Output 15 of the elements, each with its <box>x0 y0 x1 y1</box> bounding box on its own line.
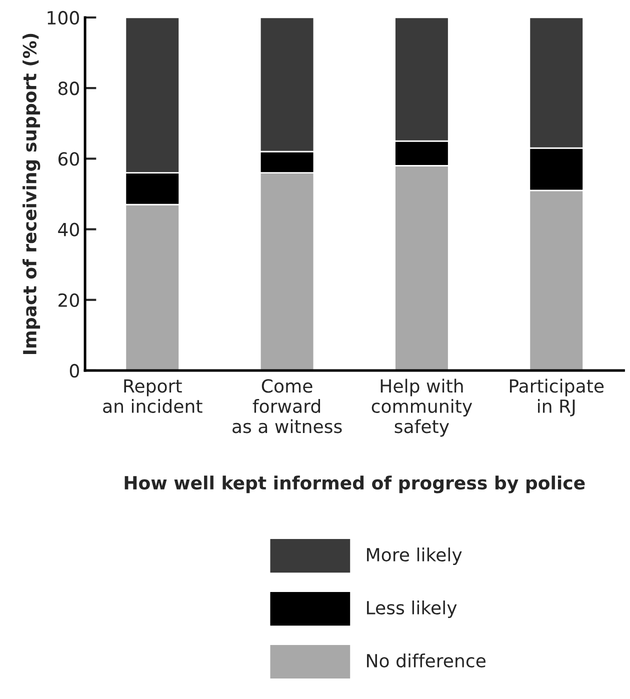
y-axis-title: Impact of receiving support (%) <box>22 34 40 354</box>
legend-label: Less likely <box>367 600 457 618</box>
x-tick-label: Participate in RJ <box>510 378 604 416</box>
y-tick-label: 20 <box>58 293 79 307</box>
y-tick-label: 100 <box>48 10 79 25</box>
y-tick-label: 40 <box>58 222 79 236</box>
y-tick-label: 80 <box>58 82 79 96</box>
legend-label: No difference <box>367 654 486 668</box>
x-tick-label: Help with community safety <box>372 378 472 437</box>
y-tick-label: 0 <box>70 364 79 378</box>
legend-label: More likely <box>367 548 462 566</box>
x-tick-label: Report an incident <box>103 379 202 413</box>
x-axis-title: How well kept informed of progress by police <box>124 476 585 494</box>
y-tick-label: 60 <box>58 152 79 166</box>
x-tick-label: Come forward as a witness <box>232 379 342 434</box>
